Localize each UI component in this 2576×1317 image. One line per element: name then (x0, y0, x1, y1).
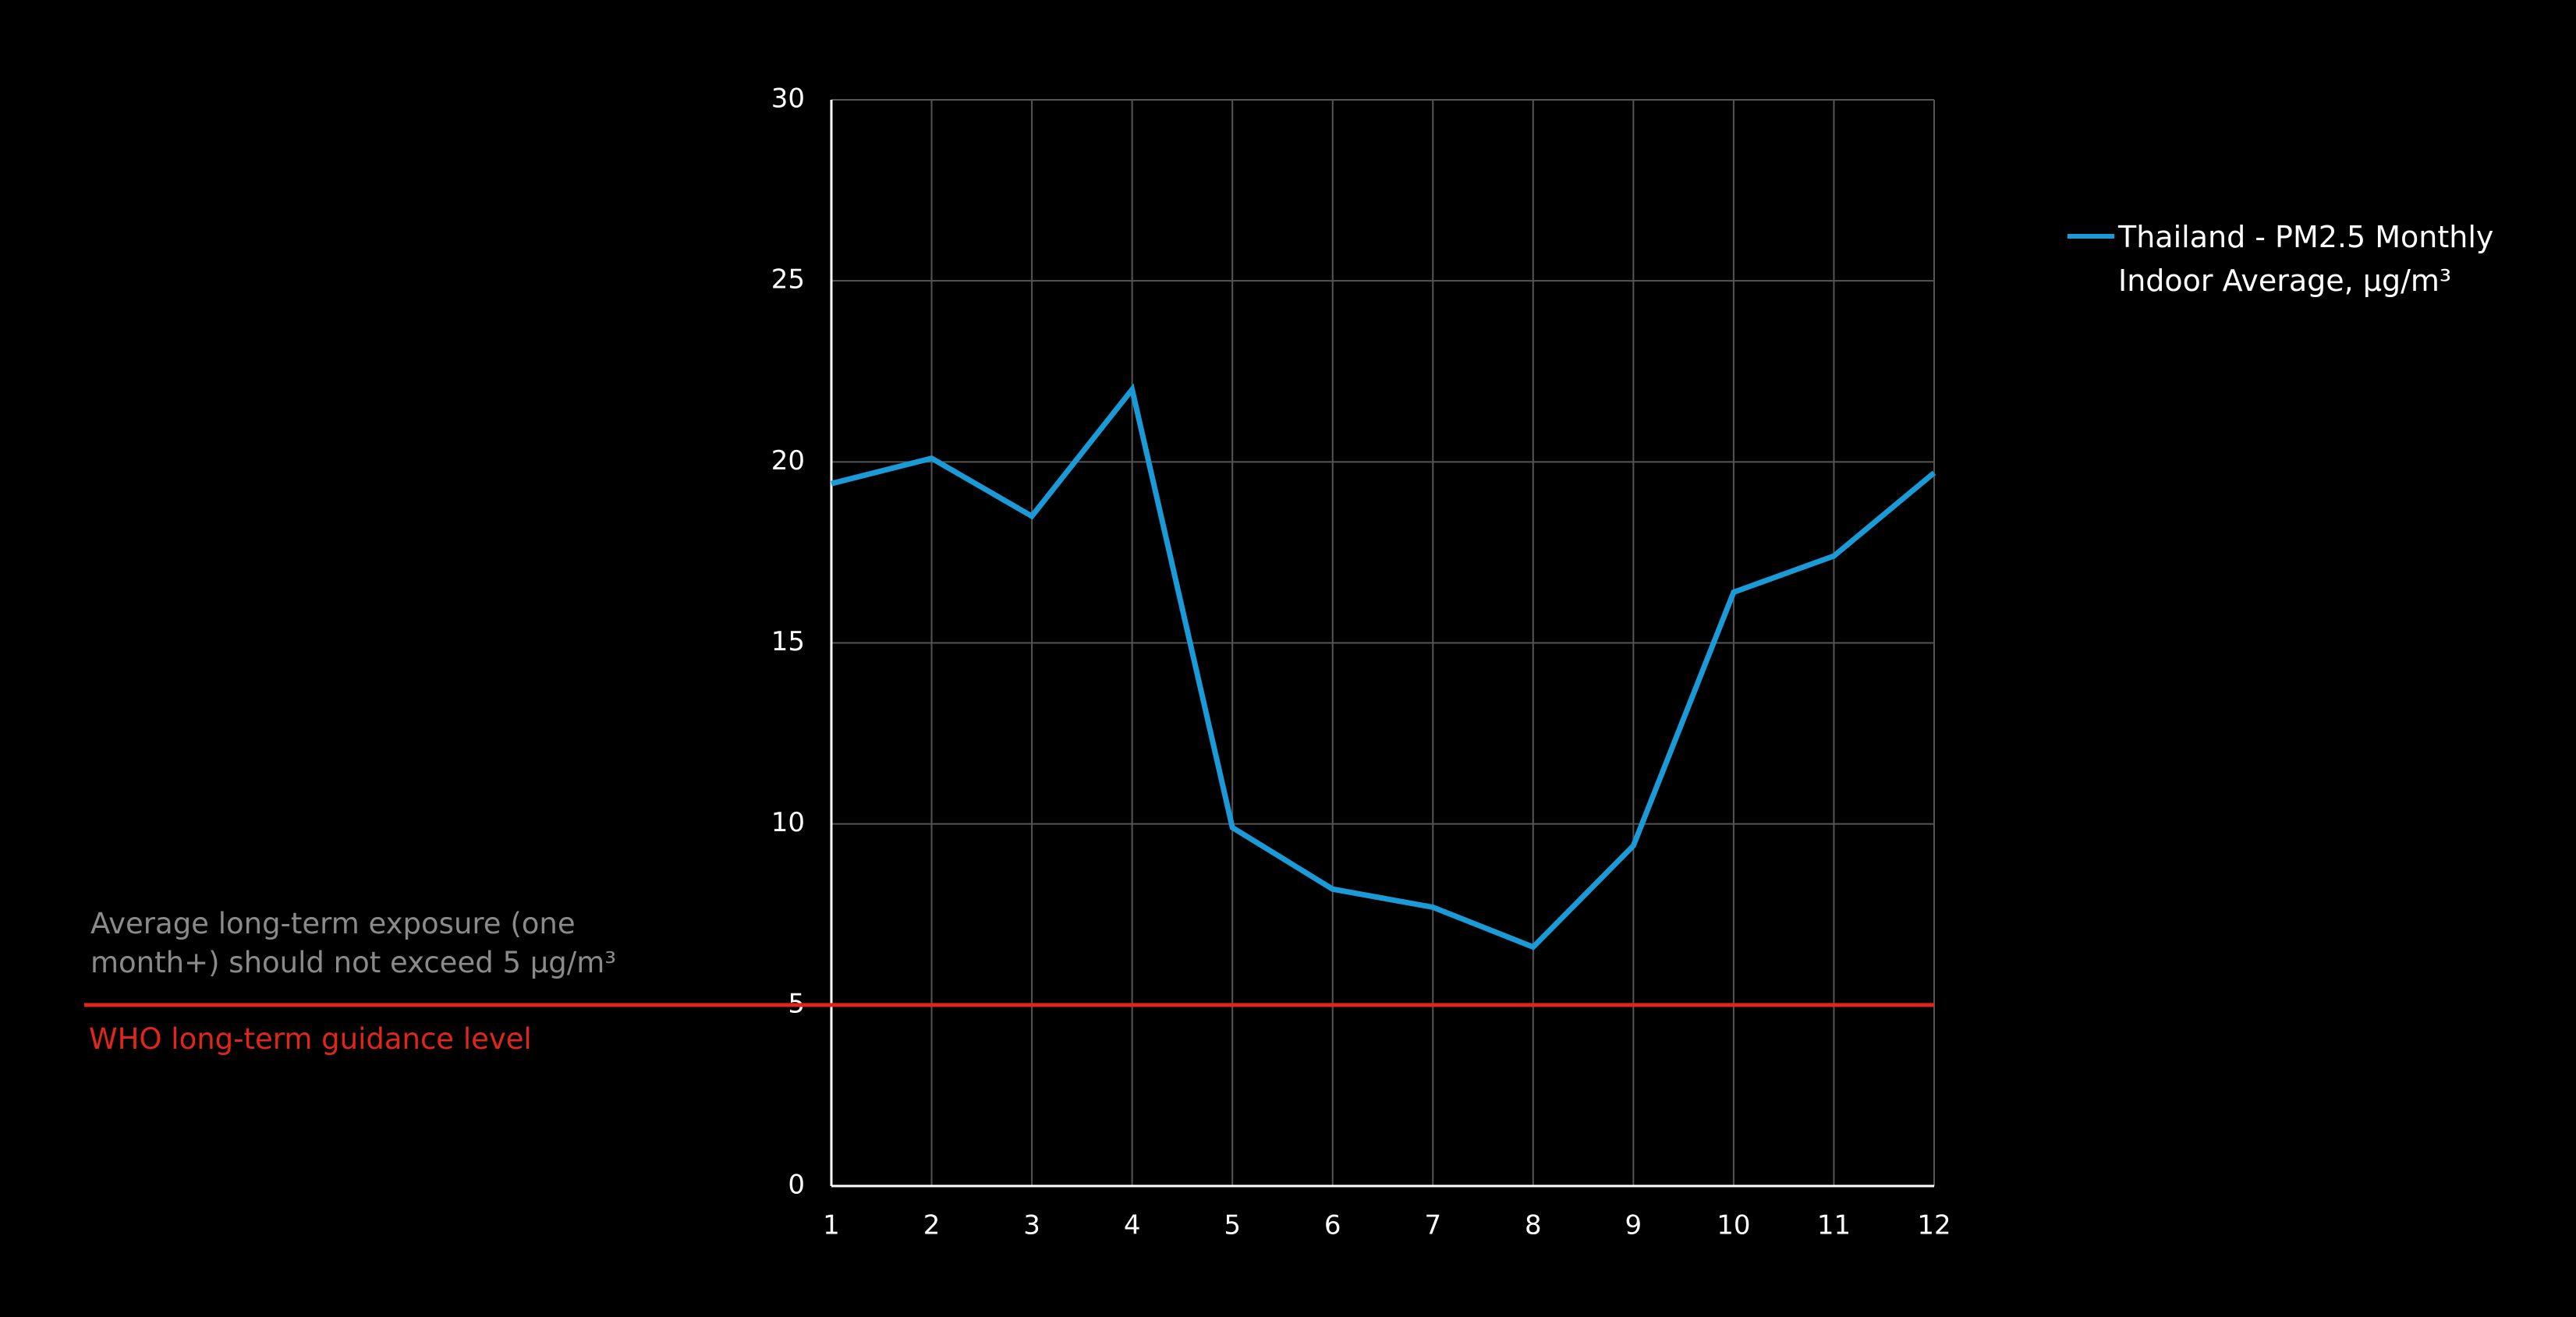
x-tick-label: 11 (1817, 1210, 1851, 1241)
reference-label: WHO long-term guidance level (89, 1022, 532, 1056)
y-tick-label: 15 (771, 626, 805, 657)
x-tick-label: 2 (923, 1210, 941, 1241)
legend-label: Thailand - PM2.5 Monthly Indoor Average,… (2118, 220, 2494, 298)
y-tick-label: 25 (771, 264, 805, 296)
x-tick-label: 12 (1917, 1210, 1951, 1241)
x-tick-label: 4 (1124, 1210, 1141, 1241)
y-tick-label: 30 (771, 83, 805, 115)
x-tick-label: 10 (1717, 1210, 1750, 1241)
legend-swatch (2068, 234, 2114, 239)
x-tick-label: 3 (1023, 1210, 1040, 1241)
x-tick-label: 1 (823, 1210, 840, 1241)
series-line (831, 383, 1936, 951)
annotation: Average long-term exposure (one month+) … (90, 907, 617, 979)
x-tick-label: 7 (1424, 1210, 1441, 1241)
y-tick-label: 20 (771, 445, 805, 476)
x-tick-label: 6 (1324, 1210, 1341, 1241)
x-tick-label: 9 (1625, 1210, 1642, 1241)
x-tick-label: 5 (1224, 1210, 1241, 1241)
y-tick-label: 0 (788, 1170, 805, 1201)
x-tick-label: 8 (1525, 1210, 1542, 1241)
y-tick-label: 10 (771, 807, 805, 838)
